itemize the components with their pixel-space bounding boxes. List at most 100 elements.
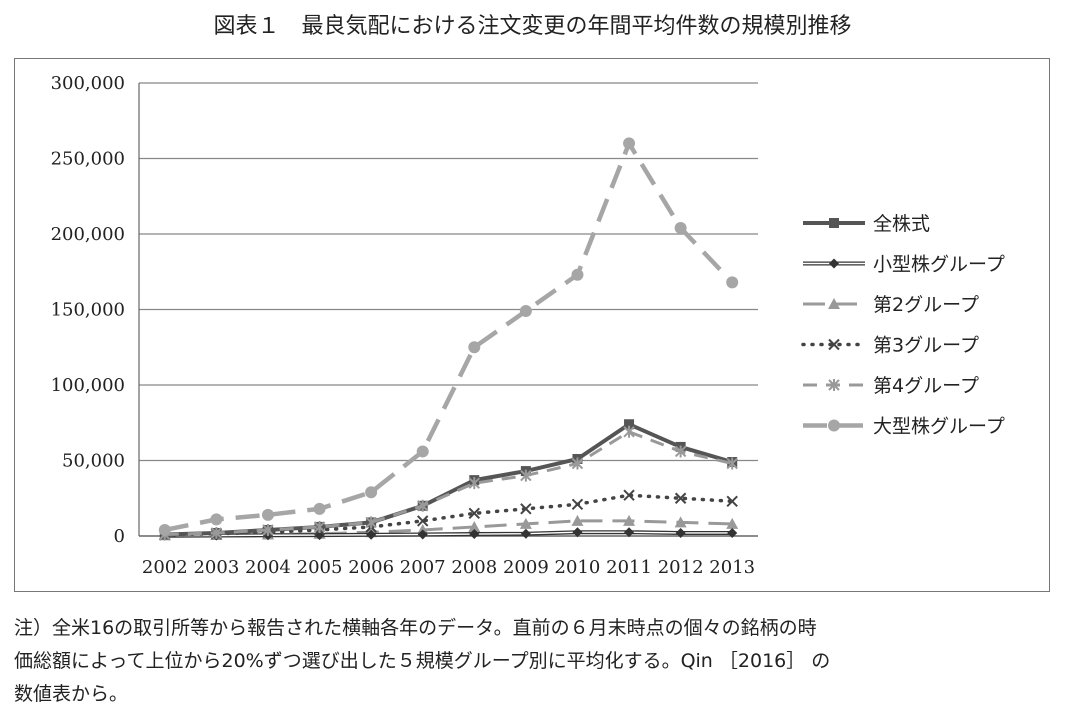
footnote-line-1: 注）全米16の取引所等から報告された横軸各年のデータ。直前の６月末時点の個々の銘… bbox=[14, 617, 817, 639]
legend-swatch-marker bbox=[829, 258, 839, 269]
data-point bbox=[210, 526, 223, 539]
legend-item-1: 全株式 bbox=[803, 213, 930, 235]
data-point bbox=[624, 527, 635, 538]
x-tick-label: 2004 bbox=[245, 557, 291, 578]
footnote-line-2: 価総額によって上位から20%ずつ選び出した５規模グループ別に平均化する。Qin … bbox=[14, 650, 831, 672]
series-6 bbox=[158, 137, 739, 536]
data-point bbox=[365, 486, 378, 499]
data-point bbox=[674, 492, 687, 504]
data-point bbox=[623, 514, 636, 526]
data-point bbox=[519, 305, 532, 318]
data-point bbox=[519, 517, 532, 529]
x-tick-label: 2009 bbox=[503, 557, 549, 578]
data-point bbox=[624, 419, 635, 430]
gridlines bbox=[138, 82, 758, 537]
data-point bbox=[416, 523, 429, 535]
legend-label: 第4グループ bbox=[873, 375, 979, 397]
data-point bbox=[623, 489, 635, 501]
y-tick-label: 100,000 bbox=[51, 375, 125, 396]
legend-item-6: 大型株グループ bbox=[803, 416, 1005, 438]
x-tick-label: 2007 bbox=[400, 557, 446, 578]
data-point bbox=[623, 425, 635, 438]
data-point bbox=[726, 495, 738, 507]
data-point bbox=[674, 221, 687, 234]
data-point bbox=[675, 527, 686, 538]
footnote: 注）全米16の取引所等から報告された横軸各年のデータ。直前の６月末時点の個々の銘… bbox=[14, 612, 1054, 711]
y-tick-label: 300,000 bbox=[51, 73, 125, 94]
legend-label: 大型株グループ bbox=[873, 416, 1005, 438]
x-tick-label: 2012 bbox=[658, 557, 704, 578]
legend-item-2: 小型株グループ bbox=[803, 254, 1005, 276]
data-point bbox=[674, 516, 687, 528]
data-point bbox=[417, 529, 428, 540]
chart-frame: 0 50,000 100,000 150,000 200,000 250,000 300,0… bbox=[14, 58, 1050, 592]
data-point bbox=[366, 529, 377, 540]
data-point bbox=[520, 528, 531, 539]
series-line-6 bbox=[164, 141, 734, 533]
x-tick-label: 2005 bbox=[297, 557, 343, 578]
y-tick-label: 200,000 bbox=[51, 224, 125, 245]
legend-item-4: 第3グループ bbox=[801, 335, 979, 357]
x-tick-label: 2002 bbox=[142, 557, 188, 578]
data-point bbox=[158, 523, 171, 536]
y-tick-label: 150,000 bbox=[51, 300, 125, 321]
x-axis-ticks: 2002 2003 2004 2005 2006 2007 2008 2009 2010 2011… bbox=[142, 557, 755, 578]
data-point bbox=[417, 515, 429, 527]
data-point bbox=[726, 517, 739, 529]
y-tick-label: 50,000 bbox=[62, 451, 125, 472]
x-tick-label: 2008 bbox=[451, 557, 497, 578]
y-tick-label: 250,000 bbox=[51, 149, 125, 170]
legend-label: 第3グループ bbox=[873, 335, 979, 357]
series-line-5 bbox=[164, 430, 733, 536]
legend-label: 全株式 bbox=[873, 213, 930, 235]
data-point bbox=[727, 527, 738, 538]
data-point bbox=[623, 137, 636, 150]
legend-label: 小型株グループ bbox=[873, 254, 1005, 276]
data-point bbox=[571, 268, 584, 281]
x-tick-label: 2010 bbox=[555, 557, 601, 578]
x-tick-label: 2013 bbox=[709, 557, 755, 578]
data-point bbox=[520, 503, 532, 515]
x-tick-label: 2011 bbox=[606, 557, 652, 578]
data-point bbox=[210, 513, 223, 526]
legend-swatch-marker bbox=[828, 298, 840, 309]
data-point bbox=[468, 520, 481, 532]
data-point bbox=[571, 514, 584, 526]
series-line-2-inner bbox=[164, 531, 733, 537]
x-tick-label: 2006 bbox=[348, 557, 394, 578]
data-point bbox=[261, 508, 274, 521]
legend-swatch-marker bbox=[828, 379, 840, 391]
data-point bbox=[365, 516, 377, 529]
data-point bbox=[313, 502, 326, 515]
legend-item-3: 第2グループ bbox=[803, 294, 979, 316]
legend-swatch-marker bbox=[829, 218, 839, 228]
data-point bbox=[726, 276, 739, 289]
chart-title: 図表１ 最良気配における注文変更の年間平均件数の規模別推移 bbox=[213, 14, 852, 39]
data-point bbox=[262, 523, 274, 536]
data-point bbox=[726, 457, 738, 470]
data-point bbox=[572, 527, 583, 538]
data-point bbox=[520, 469, 532, 482]
legend-swatch-marker bbox=[828, 419, 840, 432]
series-5 bbox=[159, 425, 738, 541]
data-point bbox=[468, 507, 480, 520]
footnote-line-3: 数値表から。 bbox=[14, 683, 129, 705]
data-point bbox=[571, 498, 584, 510]
data-point bbox=[416, 445, 429, 458]
data-point bbox=[468, 341, 481, 354]
data-point bbox=[674, 445, 687, 458]
y-axis-ticks: 0 50,000 100,000 150,000 200,000 250,000 300,0… bbox=[51, 73, 125, 547]
data-point bbox=[313, 520, 326, 533]
data-point bbox=[468, 477, 480, 490]
series-group bbox=[158, 137, 739, 541]
data-point bbox=[571, 457, 584, 470]
legend-item-5: 第4グループ bbox=[803, 375, 979, 397]
data-point bbox=[417, 499, 429, 512]
data-point bbox=[469, 529, 480, 540]
line-chart: 0 50,000 100,000 150,000 200,000 250,000 300,0… bbox=[51, 73, 1005, 578]
y-tick-label: 0 bbox=[114, 526, 125, 547]
legend-swatch-marker bbox=[828, 338, 840, 351]
x-tick-label: 2003 bbox=[193, 557, 239, 578]
legend-label: 第2グループ bbox=[873, 294, 979, 316]
